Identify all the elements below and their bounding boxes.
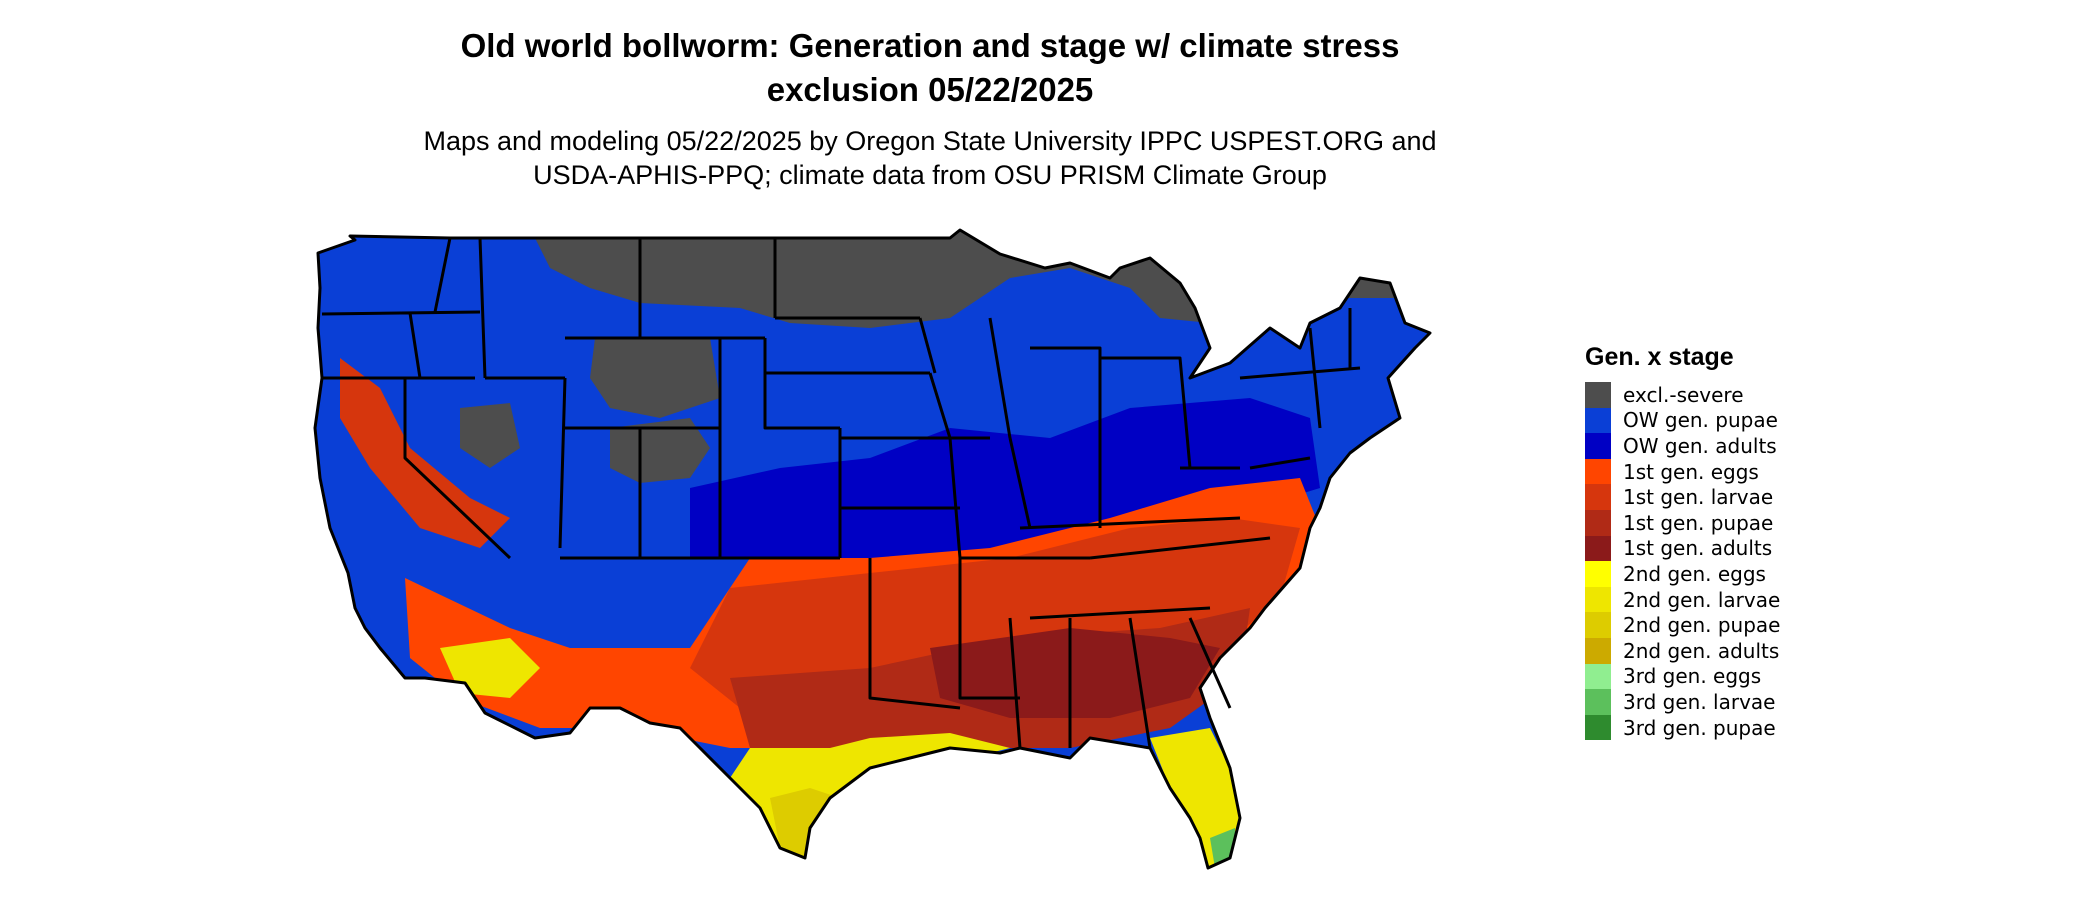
map-title-line-2: exclusion 05/22/2025 — [766, 71, 1094, 108]
legend-item-1st-eggs: 1st gen. eggs — [1585, 458, 1780, 485]
legend-label: 1st gen. eggs — [1623, 459, 1759, 484]
stage-zones — [315, 230, 1430, 868]
legend-item-3rd-pupae: 3rd gen. pupae — [1585, 714, 1780, 741]
legend-label: 1st gen. pupae — [1623, 510, 1774, 535]
us-map — [313, 228, 1432, 870]
map-subtitle: Maps and modeling 05/22/2025 by Oregon S… — [330, 124, 1530, 192]
legend-item-1st-larvae: 1st gen. larvae — [1585, 484, 1780, 510]
state-lines-central — [763, 238, 1090, 710]
legend-swatch — [1585, 382, 1611, 408]
zone-1st-larvae-california — [340, 358, 510, 548]
legend-label: 3rd gen. pupae — [1623, 715, 1776, 740]
legend-label: 1st gen. larvae — [1623, 485, 1774, 510]
legend-label: 2nd gen. eggs — [1623, 561, 1766, 586]
map-title: Old world bollworm: Generation and stage… — [330, 24, 1530, 112]
legend-label: OW gen. pupae — [1623, 408, 1778, 433]
state-lines-west — [321, 237, 840, 560]
state-boundaries — [313, 228, 1432, 870]
legend-label: 3rd gen. larvae — [1623, 689, 1776, 714]
legend-swatch — [1585, 484, 1611, 510]
legend-item-2nd-adults: 2nd gen. adults — [1585, 637, 1780, 664]
legend-item-2nd-pupae: 2nd gen. pupae — [1585, 612, 1780, 638]
legend-swatch — [1585, 586, 1611, 613]
zone-excl-severe-nevada — [460, 403, 520, 468]
legend-label: OW gen. adults — [1623, 433, 1777, 458]
legend-item-1st-adults: 1st gen. adults — [1585, 535, 1780, 562]
legend-label: excl.-severe — [1623, 382, 1744, 407]
legend-item-excl-severe: excl.-severe — [1585, 382, 1780, 408]
zone-excl-severe-wyoming — [590, 338, 720, 418]
zone-2nd-larvae-florida — [1150, 728, 1240, 868]
legend-swatch — [1585, 663, 1611, 690]
legend-label: 2nd gen. adults — [1623, 638, 1780, 663]
legend-item-ow-pupae: OW gen. pupae — [1585, 407, 1780, 434]
legend-swatch — [1585, 714, 1611, 741]
us-outline — [313, 228, 1432, 870]
legend-label: 2nd gen. pupae — [1623, 613, 1781, 638]
legend-label: 2nd gen. larvae — [1623, 587, 1781, 612]
legend-label: 1st gen. adults — [1623, 536, 1773, 561]
legend: Gen. x stage excl.-severe OW gen. pupae … — [1585, 343, 1781, 741]
legend-item-2nd-larvae: 2nd gen. larvae — [1585, 586, 1781, 613]
legend-swatch — [1585, 407, 1611, 434]
legend-items: excl.-severe OW gen. pupae OW gen. adult… — [1585, 382, 1781, 741]
map-title-line-1: Old world bollworm: Generation and stage… — [460, 27, 1400, 64]
legend-swatch — [1585, 612, 1611, 638]
state-lines-east — [988, 308, 1361, 749]
zone-excl-severe-colorado — [610, 418, 710, 483]
legend-item-3rd-larvae: 3rd gen. larvae — [1585, 689, 1780, 715]
legend-item-2nd-eggs: 2nd gen. eggs — [1585, 561, 1780, 587]
legend-title: Gen. x stage — [1585, 343, 1734, 371]
legend-item-3rd-eggs: 3rd gen. eggs — [1585, 663, 1780, 690]
legend-swatch — [1585, 509, 1611, 536]
legend-swatch — [1585, 535, 1611, 562]
legend-swatch — [1585, 689, 1611, 715]
zone-1st-adults — [930, 628, 1220, 718]
legend-swatch — [1585, 433, 1611, 459]
map-subtitle-line-2: USDA-APHIS-PPQ; climate data from OSU PR… — [533, 160, 1327, 190]
legend-item-ow-adults: OW gen. adults — [1585, 433, 1780, 459]
legend-label: 3rd gen. eggs — [1623, 664, 1762, 689]
legend-swatch — [1585, 637, 1611, 664]
legend-swatch — [1585, 458, 1611, 485]
legend-item-1st-pupae: 1st gen. pupae — [1585, 509, 1780, 536]
legend-swatch — [1585, 561, 1611, 587]
map-subtitle-line-1: Maps and modeling 05/22/2025 by Oregon S… — [423, 126, 1437, 156]
